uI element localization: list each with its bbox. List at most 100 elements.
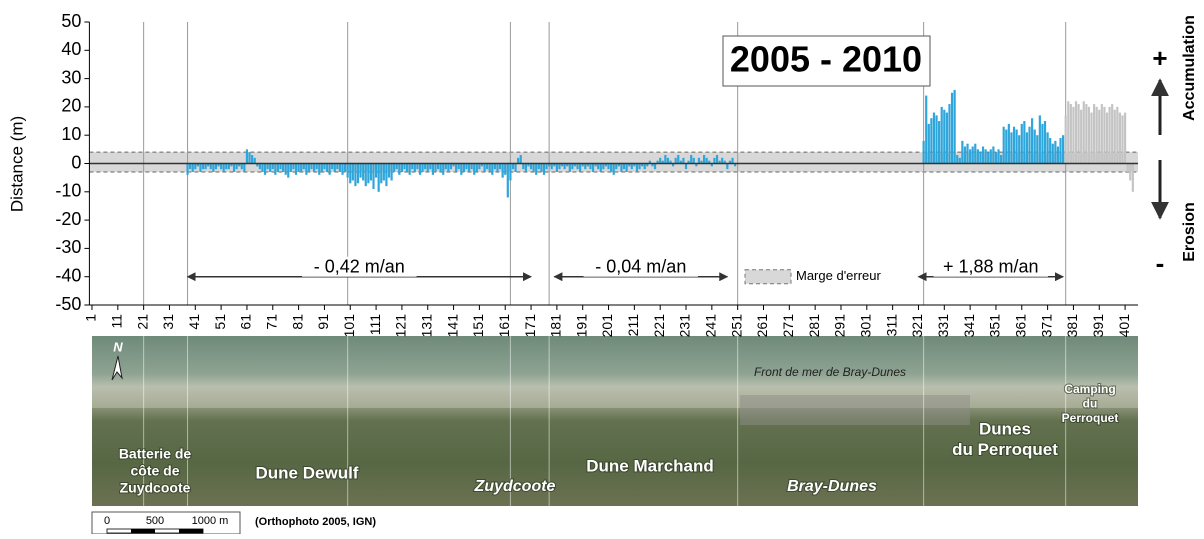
bar [385, 163, 388, 187]
bar [726, 163, 729, 170]
bar [325, 163, 329, 172]
bar [442, 163, 445, 175]
x-tick-label: 131 [418, 314, 434, 338]
bar [1121, 115, 1124, 164]
place-label: Perroquet [1062, 411, 1119, 425]
bar [313, 163, 316, 172]
bar [470, 163, 473, 170]
x-tick-label: 241 [703, 314, 719, 338]
bar [400, 163, 404, 172]
bar [648, 160, 651, 164]
bar [251, 155, 254, 164]
y-tick-label: -50 [55, 294, 81, 314]
bar [661, 160, 664, 164]
bar [271, 163, 274, 170]
bar [1098, 109, 1101, 164]
bar [945, 112, 948, 164]
bar [943, 109, 946, 164]
bar [346, 163, 349, 178]
bar [700, 160, 703, 164]
bar [491, 163, 494, 175]
bar [1087, 106, 1091, 164]
bar [1028, 126, 1031, 164]
y-tick-label: -20 [55, 209, 81, 229]
bar [721, 157, 724, 164]
bar [940, 106, 943, 164]
bar [664, 155, 667, 164]
bar [635, 163, 639, 172]
bar [612, 163, 615, 175]
bar [558, 163, 561, 170]
bar [1015, 129, 1018, 164]
bar [584, 163, 587, 170]
bar [579, 163, 582, 172]
bar [436, 163, 440, 170]
bar [186, 163, 189, 175]
bar [207, 163, 210, 167]
bar [992, 146, 995, 164]
bar [343, 163, 347, 172]
bar [1082, 101, 1085, 164]
bar [465, 163, 468, 170]
place-label: Zuydcoote [474, 478, 556, 495]
x-tick-label: 261 [754, 314, 770, 338]
bar [617, 163, 620, 167]
bar [679, 160, 682, 164]
bar [318, 163, 321, 175]
bar [1116, 106, 1119, 164]
bar [589, 163, 592, 170]
bar [504, 163, 507, 175]
bar [263, 163, 267, 175]
bar [659, 157, 662, 164]
bar [989, 149, 992, 164]
bar [976, 149, 979, 164]
bar [209, 163, 212, 170]
bar [705, 157, 708, 164]
bar [369, 163, 373, 181]
bar [220, 163, 223, 170]
scale-bar [179, 529, 203, 533]
x-tick-label: 81 [289, 314, 305, 330]
bar [1131, 163, 1134, 192]
bar [341, 163, 344, 175]
bar [1056, 146, 1060, 164]
place-label: Bray-Dunes [787, 478, 877, 495]
bar [331, 163, 334, 170]
x-tick-label: 181 [548, 314, 564, 338]
x-tick-label: 251 [728, 314, 744, 338]
bar [953, 89, 956, 164]
bar [320, 163, 323, 172]
x-tick-label: 141 [444, 314, 460, 338]
bar [925, 95, 928, 164]
bar [684, 163, 688, 170]
bar [568, 163, 571, 172]
place-label: côte de [130, 463, 179, 479]
bar [258, 163, 261, 170]
bar [1000, 155, 1003, 164]
x-tick-label: 121 [393, 314, 409, 338]
bar [256, 163, 259, 167]
bar [994, 152, 998, 164]
bar [527, 163, 530, 167]
bar [395, 163, 398, 170]
bar [938, 121, 941, 164]
bar [628, 163, 631, 167]
bar [692, 157, 695, 164]
bar [405, 163, 409, 172]
bar [1002, 126, 1005, 164]
place-label: Zuydcoote [120, 479, 191, 495]
bar [294, 163, 298, 175]
bar [522, 163, 525, 170]
bar [307, 163, 311, 172]
north-label: N [113, 339, 123, 354]
bar [511, 163, 515, 170]
bar [718, 160, 721, 164]
bar [971, 146, 974, 164]
bar [1043, 121, 1047, 164]
bar [958, 157, 961, 164]
x-tick-label: 351 [987, 314, 1003, 338]
bar [981, 146, 985, 164]
bar [1105, 112, 1109, 164]
bar [230, 163, 233, 167]
